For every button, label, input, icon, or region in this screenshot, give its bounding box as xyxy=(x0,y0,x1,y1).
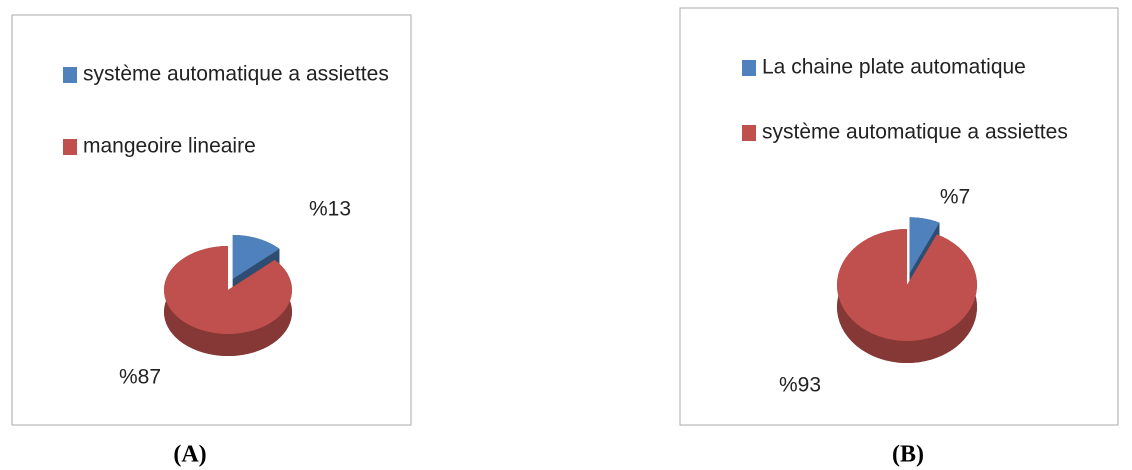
caption: (B) xyxy=(892,442,924,468)
chart-frame xyxy=(11,14,412,426)
legend-swatch xyxy=(63,67,77,83)
caption: (A) xyxy=(173,442,206,468)
slice-top xyxy=(232,234,280,279)
legend-swatch xyxy=(63,139,77,155)
legend-label: mangeoire lineaire xyxy=(83,135,256,158)
legend-swatch xyxy=(742,60,756,76)
slice-top xyxy=(909,217,940,274)
pie-slice xyxy=(837,229,977,363)
slice-top xyxy=(837,229,977,341)
data-label: %7 xyxy=(940,186,970,209)
legend-label: système automatique a assiettes xyxy=(762,121,1068,144)
legend-label: système automatique a assiettes xyxy=(83,63,389,86)
data-label: %13 xyxy=(309,198,351,221)
data-label: %87 xyxy=(119,366,161,389)
legend-swatch xyxy=(742,125,756,141)
data-label: %93 xyxy=(779,374,821,397)
legend-label: La chaine plate automatique xyxy=(762,56,1026,79)
pie-slice xyxy=(164,246,292,356)
slice-top xyxy=(164,246,292,334)
